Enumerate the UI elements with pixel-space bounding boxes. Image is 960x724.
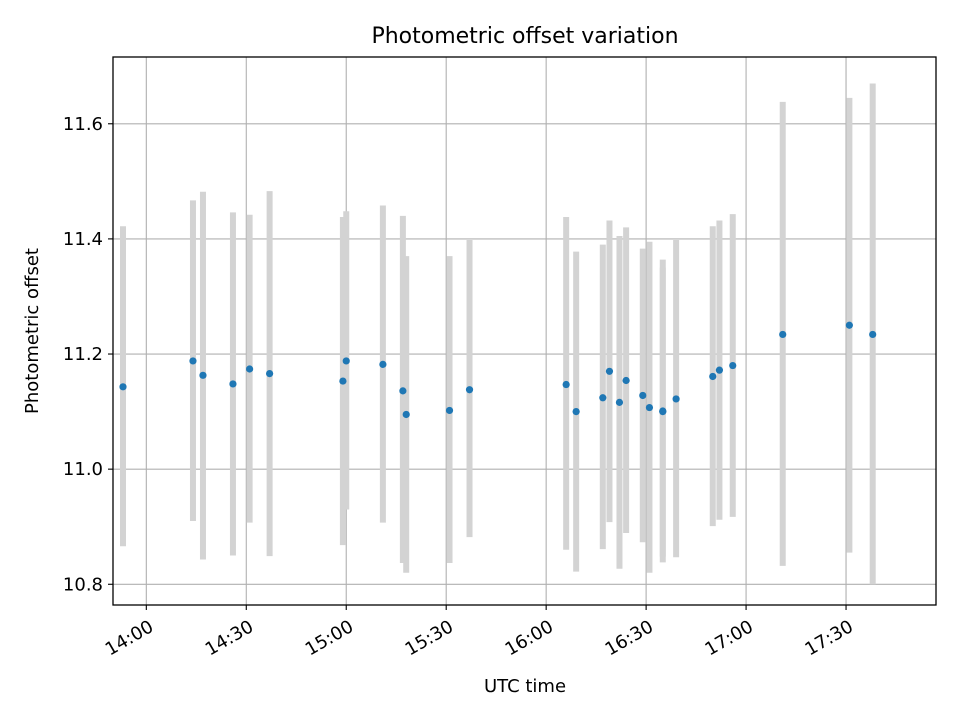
data-point — [709, 372, 717, 381]
data-point — [189, 357, 197, 365]
data-point — [845, 321, 853, 329]
chart-title: Photometric offset variation — [371, 24, 678, 49]
data-point — [266, 369, 274, 378]
grid-layer — [113, 57, 936, 605]
data-point — [572, 407, 580, 416]
axes-layer: 14:00 14:30 15:00 15:30 16:00 16:30 17:00 17:30… — [63, 114, 857, 661]
data-point — [339, 377, 347, 385]
x-tick-label: 16:30 — [602, 616, 657, 660]
data-point — [869, 330, 877, 339]
x-tick-label: 15:00 — [302, 616, 357, 660]
y-tick-label: 11.0 — [63, 459, 103, 480]
data-point — [615, 398, 624, 406]
data-point — [605, 367, 614, 375]
data-point — [672, 395, 680, 403]
y-tick-label: 11.2 — [63, 344, 103, 365]
data-point — [246, 365, 254, 373]
data-point — [119, 383, 127, 391]
x-tick-label: 14:30 — [202, 616, 257, 660]
data-point — [659, 407, 667, 416]
data-point — [562, 380, 570, 389]
y-tick-label: 11.4 — [63, 229, 103, 250]
plot-frame — [112, 56, 937, 606]
point-layer — [119, 321, 877, 419]
x-tick-label: 17:00 — [702, 616, 757, 660]
y-tick-label: 11.6 — [63, 114, 103, 135]
x-tick-label: 16:00 — [502, 616, 557, 660]
data-point — [445, 406, 454, 415]
data-point — [645, 403, 654, 412]
x-tick-label: 15:30 — [402, 616, 457, 660]
data-point — [229, 380, 237, 388]
x-tick-label: 17:30 — [802, 616, 857, 660]
data-point — [715, 366, 724, 374]
y-tick-label: 10.8 — [63, 574, 103, 595]
x-tick-label: 14:00 — [102, 616, 157, 660]
data-point — [639, 391, 647, 400]
data-point — [199, 371, 207, 379]
data-point — [779, 330, 787, 339]
data-point — [399, 387, 407, 395]
y-axis-label: Photometric offset — [22, 248, 43, 414]
data-point — [342, 357, 350, 365]
data-point — [599, 394, 607, 402]
data-point — [622, 376, 630, 385]
data-point — [402, 410, 410, 419]
x-axis-label: UTC time — [484, 676, 566, 697]
data-point — [729, 361, 737, 370]
errorbar-layer — [119, 83, 876, 585]
data-point — [465, 386, 474, 394]
data-point — [379, 360, 387, 368]
